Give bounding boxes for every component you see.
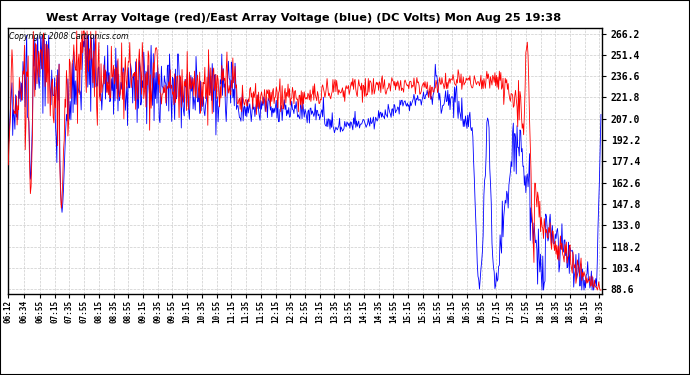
Text: Copyright 2008 Cartronics.com: Copyright 2008 Cartronics.com bbox=[10, 32, 129, 41]
Text: West Array Voltage (red)/East Array Voltage (blue) (DC Volts) Mon Aug 25 19:38: West Array Voltage (red)/East Array Volt… bbox=[46, 13, 561, 23]
